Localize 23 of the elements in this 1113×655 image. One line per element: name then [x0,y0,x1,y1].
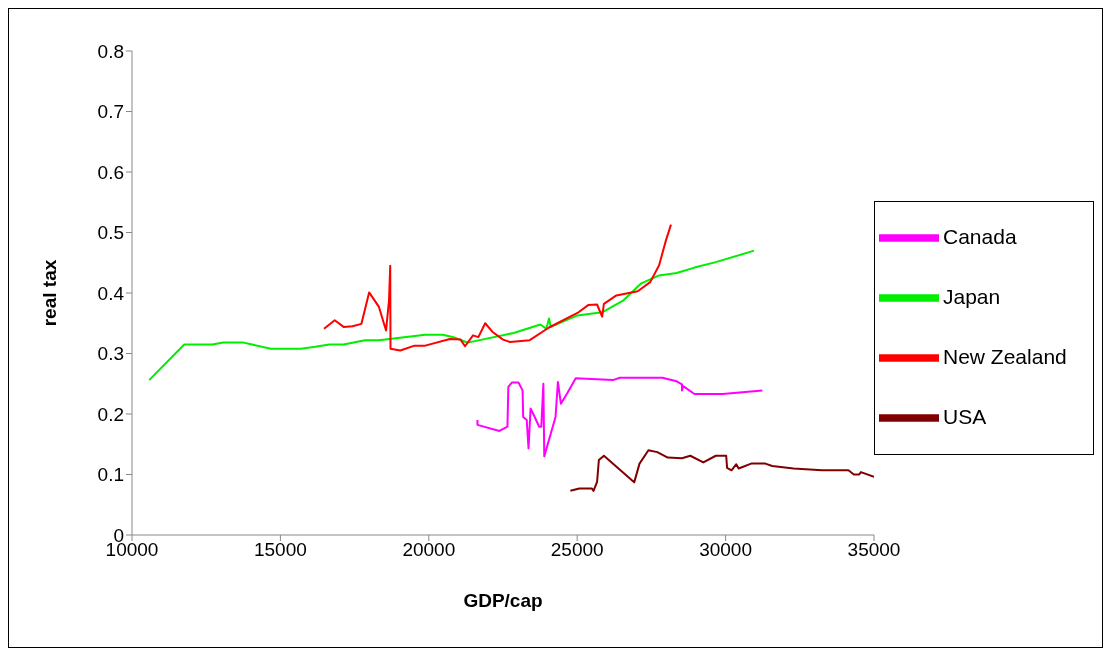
x-tick-label: 25000 [550,539,604,561]
y-tick-label: 0.6 [97,161,124,183]
legend-label: Canada [943,224,1017,248]
legend-label: New Zealand [943,344,1067,368]
y-tick-label: 0.3 [97,343,124,365]
line-series [148,249,756,382]
line-series [569,449,874,492]
x-tick-label: 20000 [402,539,456,561]
y-tick-label: 0.7 [97,101,124,123]
x-axis-title: GDP/cap [463,590,543,611]
y-tick-label: 0.5 [97,222,124,244]
line-series [476,376,764,458]
y-tick-label: 0.8 [97,40,124,62]
y-axis-title: real tax [38,259,60,327]
x-tick-label: 30000 [699,539,753,561]
x-tick-label: 15000 [253,539,307,561]
y-tick-label: 0.1 [97,464,124,486]
legend-label: USA [943,404,987,428]
line-series [323,223,672,352]
x-tick-label: 35000 [847,539,901,561]
legend-label: Japan [943,284,1001,308]
y-tick-label: 0.2 [97,403,124,425]
y-tick-label: 0.4 [97,282,125,304]
